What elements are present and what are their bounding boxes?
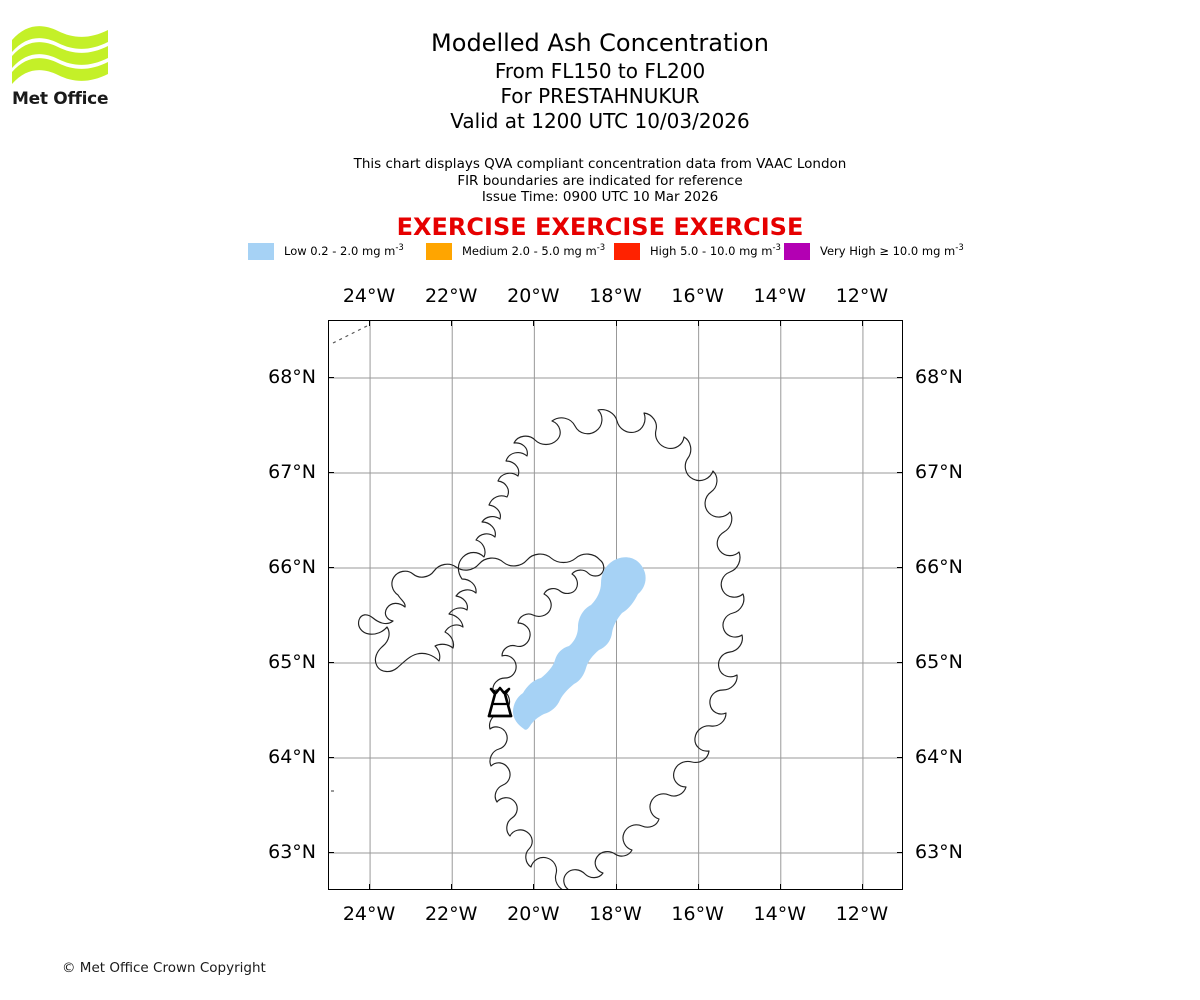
lat-axis-label-right: 65°N xyxy=(915,651,963,673)
info-issue-time: Issue Time: 0900 UTC 10 Mar 2026 xyxy=(481,189,719,205)
legend-swatch-medium xyxy=(426,242,452,260)
lat-axis-label-right: 66°N xyxy=(915,556,963,578)
legend-item-medium: Medium 2.0 - 5.0 mg m-3 xyxy=(426,241,605,261)
lon-tick xyxy=(615,884,617,890)
lon-tick xyxy=(861,320,863,326)
lat-axis-label-left: 63°N xyxy=(268,841,316,863)
graticule-gridlines xyxy=(329,321,902,889)
ash-concentration-map: 24°W 24°W 22°W 22°W 20°W 20°W 18°W 18°W 16°W 16°W… xyxy=(268,285,963,925)
lat-tick xyxy=(897,567,903,568)
legend-item-very-high: Very High ≥ 10.0 mg m-3 xyxy=(784,241,964,261)
chart-info-block: This chart displays QVA compliant concen… xyxy=(200,156,1000,206)
lon-axis-label-bot: 20°W xyxy=(507,903,560,925)
lon-tick xyxy=(615,320,617,326)
lon-tick xyxy=(697,320,699,326)
met-office-wave-mark xyxy=(12,26,108,84)
lon-tick xyxy=(779,884,781,890)
lon-axis-label-top: 20°W xyxy=(507,285,560,307)
legend-item-low: Low 0.2 - 2.0 mg m-3 xyxy=(248,241,404,261)
lat-axis-label-left: 67°N xyxy=(268,461,316,483)
lon-axis-label-top: 14°W xyxy=(753,285,807,307)
volcano-icon xyxy=(487,686,513,718)
lat-tick xyxy=(897,377,903,378)
legend-swatch-very-high xyxy=(784,242,810,260)
lat-axis-label-right: 67°N xyxy=(915,461,963,483)
lon-tick xyxy=(779,320,781,326)
lat-axis-label-left: 64°N xyxy=(268,746,316,768)
map-graphics xyxy=(329,321,902,889)
chart-title-block: Modelled Ash Concentration From FL150 to… xyxy=(200,28,1000,134)
iceland-coastline xyxy=(357,408,745,889)
lon-axis-label-bot: 24°W xyxy=(342,903,396,925)
lon-tick xyxy=(533,884,535,890)
lon-tick xyxy=(451,320,453,326)
info-qva-line: This chart displays QVA compliant concen… xyxy=(353,156,847,172)
lon-axis-label-bot: 16°W xyxy=(671,903,724,925)
lon-axis-label-top: 12°W xyxy=(835,285,889,307)
lat-axis-label-right: 68°N xyxy=(915,366,963,388)
lon-tick xyxy=(533,320,535,326)
lon-axis-label-top: 18°W xyxy=(589,285,642,307)
lon-tick xyxy=(861,884,863,890)
lat-axis-label-right: 64°N xyxy=(915,746,963,768)
met-office-logo-text: Met Office xyxy=(12,89,109,109)
lon-axis-label-top: 24°W xyxy=(342,285,396,307)
title-valid: Valid at 1200 UTC 10/03/2026 xyxy=(450,109,750,133)
legend-label-medium: Medium 2.0 - 5.0 mg m-3 xyxy=(462,242,606,258)
lon-tick xyxy=(697,884,699,890)
lon-axis-label-top: 16°W xyxy=(671,285,724,307)
lat-tick xyxy=(328,662,334,663)
fir-boundary-line xyxy=(332,324,370,344)
lon-axis-label-top: 22°W xyxy=(424,285,478,307)
lat-tick xyxy=(897,472,903,473)
lon-axis-label-bot: 18°W xyxy=(589,903,642,925)
legend-swatch-high xyxy=(614,242,640,260)
ash-cloud-low xyxy=(513,557,646,730)
title-volcano: For PRESTAHNUKUR xyxy=(500,84,700,108)
lat-axis-label-left: 68°N xyxy=(268,366,316,388)
lon-axis-label-bot: 14°W xyxy=(753,903,807,925)
legend-swatch-low xyxy=(248,242,274,260)
copyright-footer: © Met Office Crown Copyright xyxy=(62,960,266,976)
lon-tick xyxy=(451,884,453,890)
lon-axis-label-bot: 22°W xyxy=(424,903,478,925)
legend-label-low: Low 0.2 - 2.0 mg m-3 xyxy=(284,242,404,258)
legend-item-high: High 5.0 - 10.0 mg m-3 xyxy=(614,241,781,261)
lon-axis-label-bot: 12°W xyxy=(835,903,889,925)
info-fir-line: FIR boundaries are indicated for referen… xyxy=(457,172,743,189)
legend-label-high: High 5.0 - 10.0 mg m-3 xyxy=(650,242,781,258)
lat-tick xyxy=(897,852,903,853)
lat-axis-label-left: 65°N xyxy=(268,651,316,673)
lat-tick xyxy=(328,852,334,853)
lat-tick xyxy=(328,377,334,378)
lat-tick xyxy=(328,757,334,758)
lat-tick xyxy=(897,757,903,758)
map-plot-area xyxy=(328,320,903,890)
exercise-banner: EXERCISE EXERCISE EXERCISE xyxy=(396,213,804,241)
legend-label-very-high: Very High ≥ 10.0 mg m-3 xyxy=(820,242,964,258)
title-levels: From FL150 to FL200 xyxy=(494,59,706,83)
lon-tick xyxy=(369,884,371,890)
page-title: Modelled Ash Concentration xyxy=(431,29,769,57)
concentration-legend: Low 0.2 - 2.0 mg m-3 Medium 2.0 - 5.0 mg … xyxy=(248,241,988,263)
lat-tick xyxy=(897,662,903,663)
lat-tick xyxy=(328,567,334,568)
lat-axis-label-left: 66°N xyxy=(268,556,316,578)
lat-axis-label-right: 63°N xyxy=(915,841,963,863)
lon-tick xyxy=(369,320,371,326)
met-office-logo: Met Office xyxy=(12,26,122,116)
lat-tick xyxy=(328,472,334,473)
